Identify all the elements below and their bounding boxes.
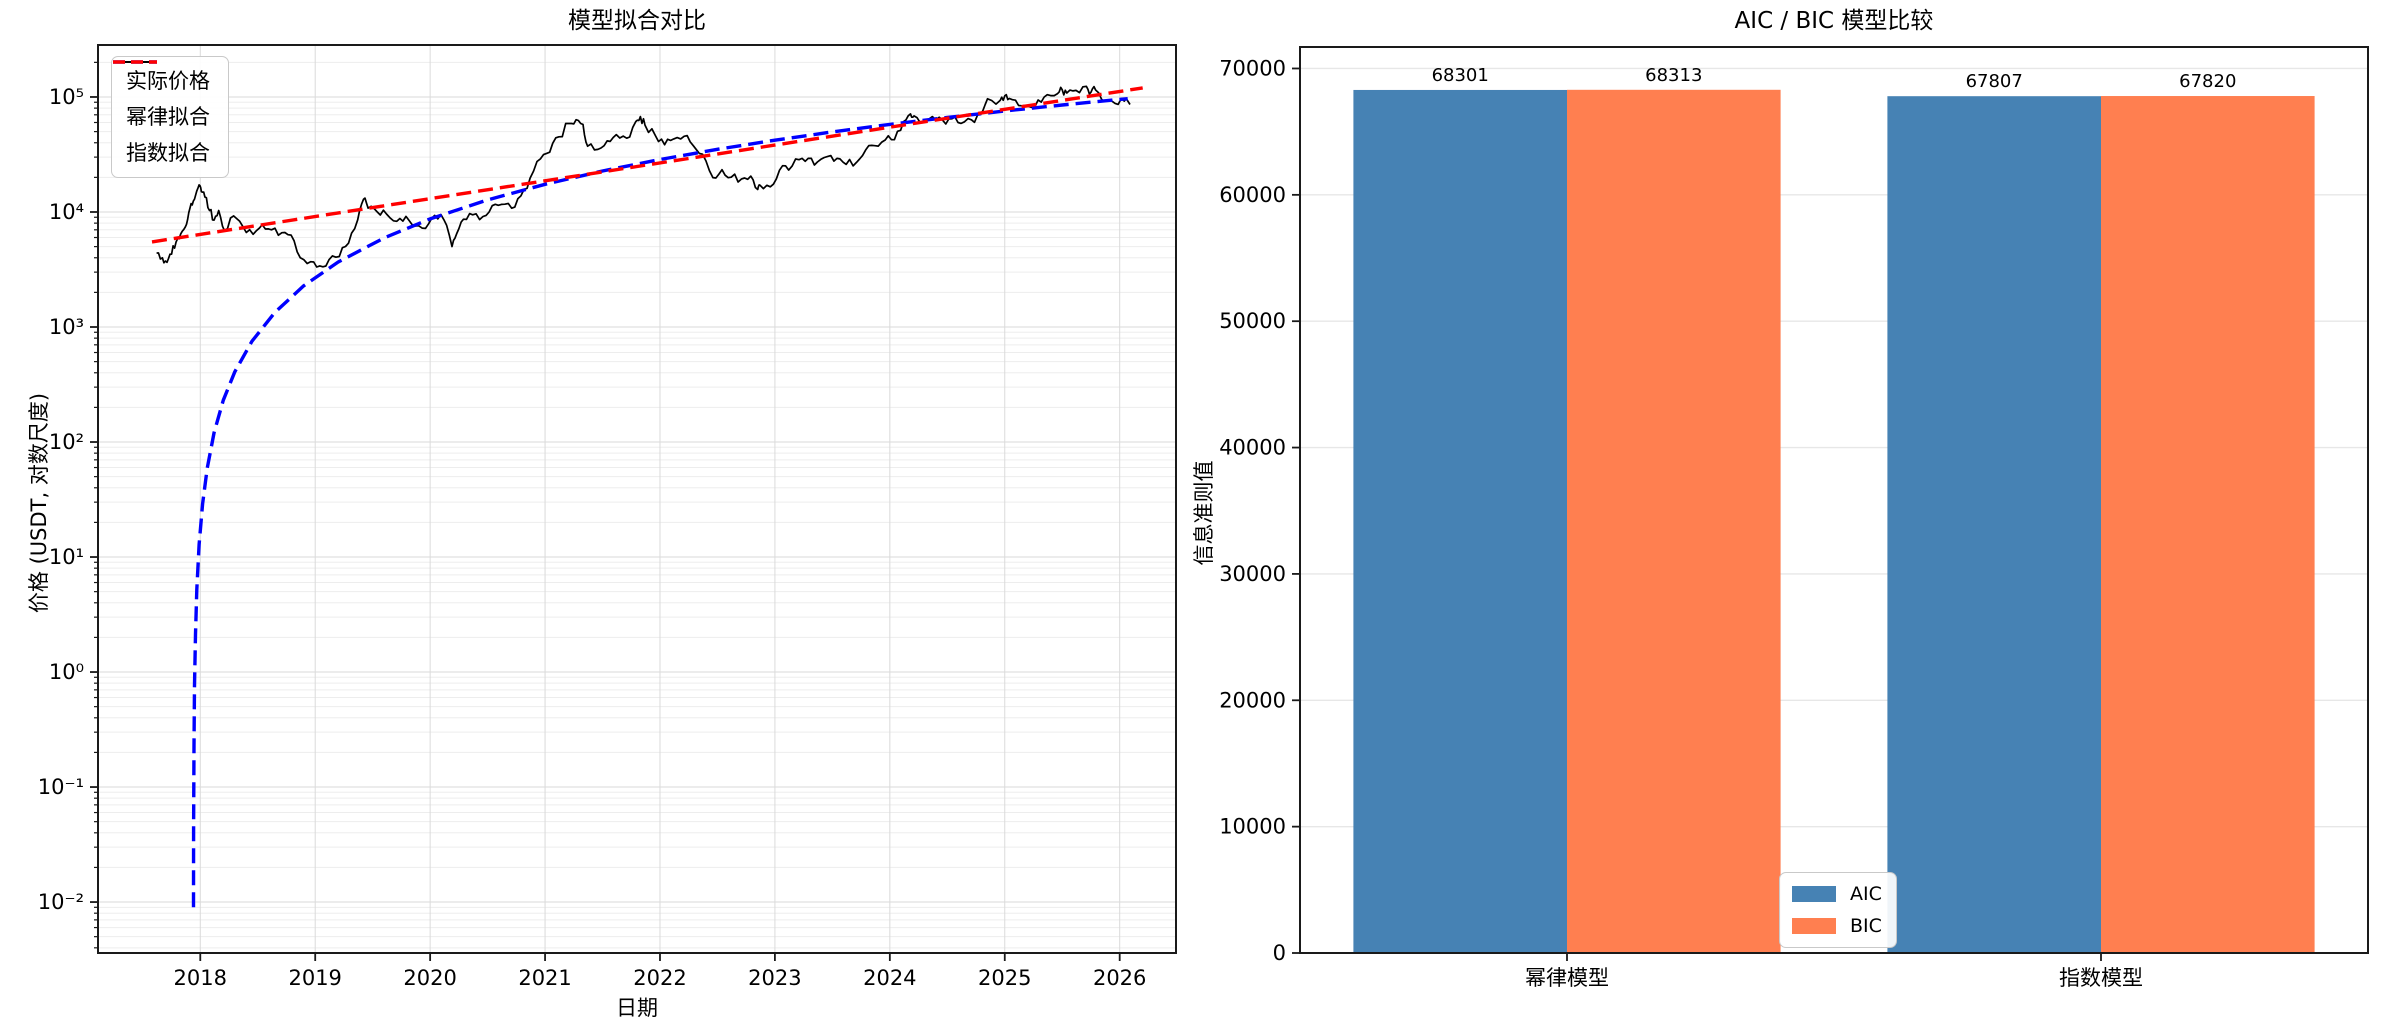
y-tick-label: 10⁵ xyxy=(49,85,84,109)
bar-value-label: 67820 xyxy=(2179,71,2236,92)
series-指数拟合 xyxy=(151,86,1143,244)
y-tick-label: 10000 xyxy=(1219,815,1286,839)
x-tick-label: 2023 xyxy=(748,966,801,990)
series-group xyxy=(151,85,1143,908)
bar-value-label: 68313 xyxy=(1645,65,1702,86)
y-tick-label: 60000 xyxy=(1219,183,1286,207)
bar-BIC-幂律模型 xyxy=(1567,89,1781,953)
legend-item-actual-price: 实际价格 xyxy=(113,61,210,93)
legend-label: AIC xyxy=(1850,883,1882,905)
y-tick-label: 10⁴ xyxy=(49,200,84,224)
legend-item-power-law-fit: 幂律拟合 xyxy=(113,60,210,129)
right-chart-legend: AIC BIC xyxy=(1779,872,1897,948)
legend-label: 幂律拟合 xyxy=(126,105,210,129)
legend-item-exponential-fit: 指数拟合 xyxy=(113,60,210,165)
left-chart-title: 模型拟合对比 xyxy=(568,8,706,34)
right-chart-ylabel: 信息准则值 xyxy=(1192,460,1216,566)
legend-label: BIC xyxy=(1850,915,1882,937)
legend-item-aic: AIC xyxy=(1792,882,1882,906)
y-tick-label: 40000 xyxy=(1219,436,1286,460)
bic-swatch-icon xyxy=(1792,918,1836,934)
left-plot-area: 10⁵ 10⁴ 10³ 10² 10¹ 10⁰ 10⁻¹ 10⁻² 2018 2019 2020 20… xyxy=(38,44,1177,990)
y-tick-label: 10¹ xyxy=(49,545,84,569)
legend-label: 指数拟合 xyxy=(126,141,210,165)
y-tick-label: 10³ xyxy=(49,315,84,339)
y-tick-label: 30000 xyxy=(1219,562,1286,586)
right-chart-title: AIC / BIC 模型比较 xyxy=(1734,8,1934,34)
bar-BIC-指数模型 xyxy=(2101,96,2315,954)
aic-swatch-icon xyxy=(1792,886,1836,902)
x-tick-label: 2018 xyxy=(174,966,227,990)
x-tick-label: 2020 xyxy=(403,966,456,990)
left-chart-ylabel: 价格 (USDT, 对数尺度) xyxy=(27,392,51,614)
series-幂律拟合 xyxy=(191,97,1128,908)
y-tick-label: 70000 xyxy=(1219,56,1286,80)
legend-item-bic: BIC xyxy=(1792,914,1882,938)
y-tick-label: 50000 xyxy=(1219,309,1286,333)
category-label: 幂律模型 xyxy=(1525,966,1609,990)
x-tick-label: 2026 xyxy=(1093,966,1146,990)
right-plot-area: 0 10000 20000 30000 40000 50000 60000 70000 6830… xyxy=(1219,46,2369,990)
x-tick-label: 2022 xyxy=(633,966,686,990)
left-chart-xlabel: 日期 xyxy=(616,996,658,1020)
y-tick-label: 20000 xyxy=(1219,688,1286,712)
x-tick-label: 2024 xyxy=(863,966,916,990)
bar-value-label: 67807 xyxy=(1966,71,2023,92)
left-chart-legend: 实际价格 幂律拟合 指数拟合 xyxy=(111,56,229,178)
y-tick-label: 10⁻¹ xyxy=(38,775,84,799)
y-tick-label: 10⁻² xyxy=(38,890,84,914)
x-tick-label: 2019 xyxy=(288,966,341,990)
x-tick-label: 2025 xyxy=(978,966,1031,990)
legend-label: 实际价格 xyxy=(126,69,210,93)
bar-AIC-指数模型 xyxy=(1887,96,2101,953)
y-tick-label: 10⁰ xyxy=(49,660,84,684)
dashed-line-sample-icon xyxy=(113,60,157,64)
y-tick-label: 0 xyxy=(1273,941,1286,965)
y-tick-label: 10² xyxy=(49,430,84,454)
x-tick-label: 2021 xyxy=(518,966,571,990)
category-label: 指数模型 xyxy=(2059,966,2143,990)
bar-value-label: 68301 xyxy=(1432,65,1489,86)
bar-AIC-幂律模型 xyxy=(1353,89,1567,953)
